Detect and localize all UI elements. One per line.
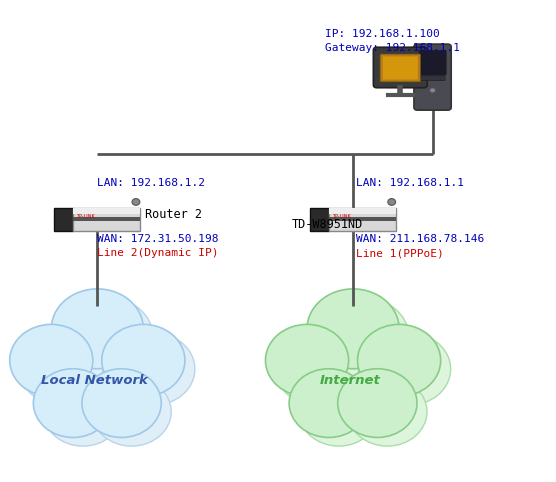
Circle shape bbox=[430, 88, 435, 93]
Circle shape bbox=[388, 199, 396, 205]
FancyBboxPatch shape bbox=[329, 208, 396, 231]
Text: WAN: 172.31.50.198: WAN: 172.31.50.198 bbox=[97, 234, 219, 243]
FancyBboxPatch shape bbox=[414, 44, 451, 110]
FancyBboxPatch shape bbox=[383, 56, 418, 80]
FancyBboxPatch shape bbox=[419, 50, 446, 75]
Text: Line 1(PPPoE): Line 1(PPPoE) bbox=[356, 248, 444, 258]
Circle shape bbox=[265, 324, 349, 396]
Text: IP: 192.168.1.100: IP: 192.168.1.100 bbox=[325, 29, 440, 39]
FancyBboxPatch shape bbox=[73, 208, 141, 231]
Text: LAN: 192.168.1.2: LAN: 192.168.1.2 bbox=[97, 178, 205, 188]
FancyBboxPatch shape bbox=[310, 208, 329, 231]
Text: Router 2: Router 2 bbox=[145, 208, 202, 221]
Text: Local Network: Local Network bbox=[41, 375, 148, 387]
FancyBboxPatch shape bbox=[380, 54, 420, 82]
Circle shape bbox=[307, 289, 399, 369]
Text: TP-LINK: TP-LINK bbox=[76, 214, 95, 219]
FancyBboxPatch shape bbox=[329, 217, 396, 221]
Text: Gateway: 192.168.1.1: Gateway: 192.168.1.1 bbox=[325, 43, 460, 53]
Circle shape bbox=[92, 377, 171, 446]
Text: TP-LINK: TP-LINK bbox=[332, 214, 350, 219]
Text: Internet: Internet bbox=[320, 375, 381, 387]
Circle shape bbox=[368, 333, 451, 405]
Circle shape bbox=[358, 324, 441, 396]
FancyBboxPatch shape bbox=[420, 76, 445, 80]
FancyBboxPatch shape bbox=[374, 47, 428, 88]
Circle shape bbox=[337, 369, 417, 438]
Circle shape bbox=[317, 297, 409, 377]
FancyBboxPatch shape bbox=[73, 208, 141, 214]
FancyBboxPatch shape bbox=[73, 217, 141, 221]
Circle shape bbox=[51, 289, 143, 369]
Text: TD-W8951ND: TD-W8951ND bbox=[292, 218, 363, 230]
Circle shape bbox=[348, 377, 427, 446]
Circle shape bbox=[132, 199, 140, 205]
Text: WAN: 211.168.78.146: WAN: 211.168.78.146 bbox=[356, 234, 484, 243]
Circle shape bbox=[82, 369, 161, 438]
Circle shape bbox=[112, 333, 195, 405]
Circle shape bbox=[61, 297, 153, 377]
Circle shape bbox=[33, 369, 113, 438]
Text: LAN: 192.168.1.1: LAN: 192.168.1.1 bbox=[356, 178, 464, 188]
Circle shape bbox=[289, 369, 369, 438]
Text: Line 2(Dynamic IP): Line 2(Dynamic IP) bbox=[97, 248, 219, 258]
FancyBboxPatch shape bbox=[54, 208, 73, 231]
Circle shape bbox=[43, 377, 123, 446]
Circle shape bbox=[9, 324, 93, 396]
Circle shape bbox=[299, 377, 379, 446]
Circle shape bbox=[19, 333, 103, 405]
Circle shape bbox=[102, 324, 185, 396]
FancyBboxPatch shape bbox=[329, 208, 396, 214]
Circle shape bbox=[275, 333, 359, 405]
